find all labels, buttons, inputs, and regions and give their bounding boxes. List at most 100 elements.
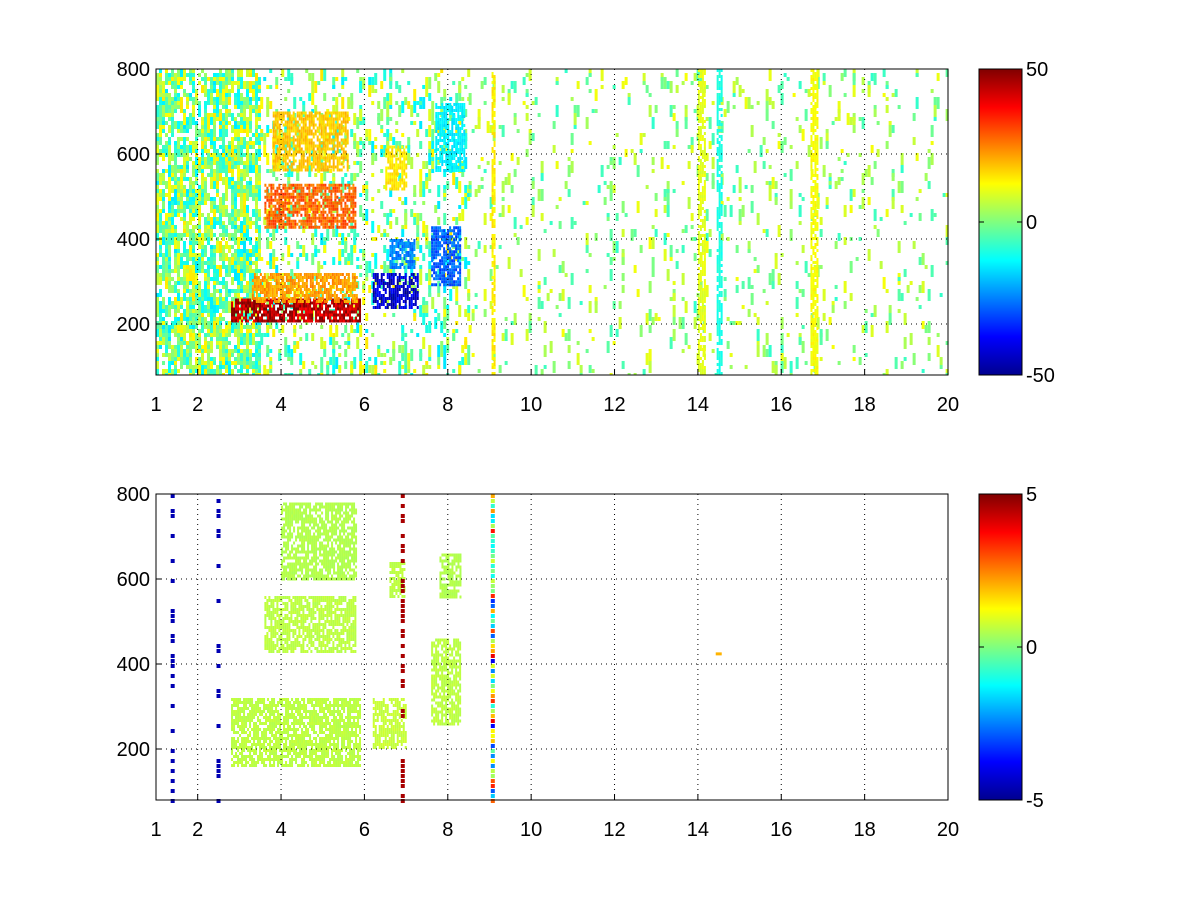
noise-cell <box>225 321 228 325</box>
noise-cell <box>252 105 255 109</box>
noise-cell <box>356 161 360 165</box>
feature-cell <box>305 304 308 308</box>
noise-cell <box>347 261 351 265</box>
noise-cell <box>314 225 318 237</box>
noise-cell <box>795 281 799 289</box>
noise-cell <box>246 89 249 101</box>
noise-cell <box>201 77 204 81</box>
feature-cell <box>334 219 337 223</box>
noise-cell <box>213 209 216 217</box>
feature-cell <box>347 304 350 308</box>
feature-cell <box>299 288 302 291</box>
noise-cell <box>675 249 679 253</box>
feature-cell <box>233 313 236 317</box>
feature-cell <box>284 204 287 208</box>
noise-cell <box>255 117 258 125</box>
feature-cell <box>273 294 276 297</box>
noise-cell <box>389 189 393 197</box>
noise-cell <box>395 129 399 133</box>
noise-cell <box>156 181 159 185</box>
feature-cell <box>282 186 285 190</box>
noise-cell <box>323 197 327 209</box>
noise-cell <box>464 193 468 197</box>
feature-cell <box>255 307 258 311</box>
noise-cell <box>564 181 568 189</box>
feature-cell <box>255 294 258 297</box>
feature-cell <box>319 285 322 288</box>
noise-cell <box>269 349 273 353</box>
feature-cell <box>292 114 295 118</box>
feature-cell <box>333 304 336 308</box>
feature-cell <box>337 304 340 308</box>
noise-cell <box>525 297 529 301</box>
noise-cell <box>237 261 240 265</box>
feature-cell <box>322 147 325 151</box>
noise-cell <box>861 325 865 333</box>
feature-cell <box>320 156 323 160</box>
feature-cell <box>330 201 333 205</box>
noise-cell <box>837 101 841 113</box>
noise-cell <box>266 153 270 165</box>
feature-cell <box>231 313 234 317</box>
noise-cell <box>246 369 249 373</box>
feature-cell <box>333 297 336 300</box>
noise-cell <box>323 69 327 81</box>
noise-cell <box>222 353 225 357</box>
feature-cell <box>284 141 287 145</box>
noise-cell <box>837 361 841 365</box>
noise-cell <box>186 125 189 129</box>
noise-cell <box>537 113 541 117</box>
noise-cell <box>945 237 949 245</box>
feature-cell <box>308 162 311 166</box>
noise-cell <box>594 301 598 313</box>
feature-cell <box>335 285 338 288</box>
feature-cell <box>347 310 350 314</box>
feature-cell <box>289 297 292 300</box>
noise-cell <box>401 69 405 73</box>
noise-cell <box>168 261 171 265</box>
noise-cell <box>210 277 213 281</box>
noise-cell <box>165 193 168 197</box>
noise-cell <box>258 249 261 253</box>
feature-cell <box>359 304 362 308</box>
noise-cell <box>377 101 381 109</box>
feature-cell <box>325 291 328 294</box>
noise-cell <box>377 117 381 121</box>
noise-cell <box>299 245 303 249</box>
noise-cell <box>579 301 583 305</box>
noise-cell <box>156 145 159 149</box>
feature-cell <box>292 225 295 229</box>
feature-cell <box>301 316 304 320</box>
feature-cell <box>265 319 268 323</box>
noise-cell <box>249 89 252 93</box>
feature-cell <box>307 307 310 311</box>
noise-cell <box>258 373 261 375</box>
noise-cell <box>204 85 207 97</box>
feature-cell <box>301 310 304 314</box>
noise-cell <box>219 225 222 229</box>
feature-cell <box>327 316 330 320</box>
feature-cell <box>295 282 298 285</box>
feature-cell <box>314 222 317 226</box>
feature-cell <box>308 144 311 148</box>
noise-cell <box>942 193 946 197</box>
noise-cell <box>606 253 610 257</box>
noise-cell <box>461 345 465 353</box>
feature-cell <box>330 219 333 223</box>
noise-cell <box>231 113 234 121</box>
feature-cell <box>300 120 303 124</box>
noise-cell <box>216 117 219 121</box>
noise-cell <box>195 225 198 229</box>
feature-cell <box>319 313 322 317</box>
noise-cell <box>255 373 258 375</box>
noise-cell <box>840 177 844 181</box>
feature-cell <box>309 294 312 297</box>
feature-cell <box>326 186 329 190</box>
noise-cell <box>410 209 414 217</box>
noise-cell <box>258 329 261 337</box>
feature-cell <box>292 207 295 211</box>
noise-cell <box>579 373 583 375</box>
noise-cell <box>365 221 369 225</box>
noise-cell <box>210 217 213 225</box>
noise-cell <box>219 81 222 93</box>
